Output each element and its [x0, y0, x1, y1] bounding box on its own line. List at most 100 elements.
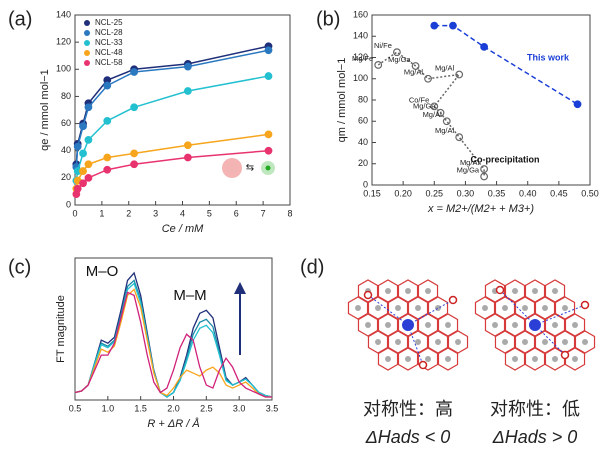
x-tick-label: 0.45	[550, 188, 568, 198]
trend-arrowhead	[234, 282, 246, 294]
figure: (a) (b) (c) (d) 对称性：高 ΔHads < 0 对称性：低 ΔH…	[0, 0, 602, 452]
data-point	[104, 118, 111, 125]
y-tick-label: 60	[358, 116, 368, 126]
x-tick-label: 8	[287, 208, 292, 218]
legend-marker	[84, 60, 90, 66]
x-tick-label: 5	[207, 208, 212, 218]
lattice-atom	[425, 288, 431, 294]
annotation: M–M	[173, 287, 206, 304]
data-point	[85, 104, 92, 111]
legend-marker	[84, 50, 90, 56]
y-tick-label: 100	[353, 73, 368, 83]
annotation: This work	[527, 52, 570, 62]
legend-label: NCL-33	[95, 38, 123, 47]
lattice-atom	[552, 356, 558, 362]
lattice-atom	[502, 305, 508, 311]
lattice-atom	[395, 305, 401, 311]
y-tick-label: 80	[61, 91, 71, 101]
oxygen	[420, 362, 427, 369]
lattice-atom	[365, 322, 371, 328]
data-point	[131, 161, 138, 168]
y-tick-label: 120	[56, 37, 71, 47]
data-point	[265, 73, 272, 80]
data-point	[431, 22, 438, 29]
lattice-atom	[582, 339, 588, 345]
oxygen	[365, 292, 372, 299]
data-point	[131, 69, 138, 76]
lattice-atom	[552, 288, 558, 294]
lattice-atom	[482, 305, 488, 311]
data-point	[185, 154, 192, 161]
data-point	[481, 44, 488, 51]
lattice-atom	[512, 322, 518, 328]
lattice-atom	[512, 288, 518, 294]
x-tick-label: 0.30	[457, 188, 475, 198]
point-label: Mg/Al	[423, 110, 443, 119]
enthalpy-label: ΔHads < 0	[365, 427, 451, 447]
inset-icon	[266, 166, 271, 171]
data-point	[185, 63, 192, 70]
lattice-atom	[542, 339, 548, 345]
lattice-atom	[552, 322, 558, 328]
point-label: Ni/Fe	[374, 41, 392, 50]
x-axis-label: R + ΔR / Å	[147, 417, 199, 430]
point-label: Mg/Fe	[352, 54, 373, 63]
y-tick-label: 160	[353, 9, 368, 19]
interaction	[408, 300, 453, 325]
lattice-atom	[385, 288, 391, 294]
x-axis-label: x = M2+/(M2+ + M3+)	[427, 203, 534, 215]
data-point	[131, 150, 138, 157]
x-tick-label: 0.50	[581, 188, 599, 198]
x-tick-label: 3.0	[233, 403, 246, 413]
x-tick-label: 1.5	[134, 403, 147, 413]
lattice-atom	[375, 339, 381, 345]
lattice-atom	[415, 305, 421, 311]
data-point	[85, 161, 92, 168]
inset-arrows: ⇆	[246, 163, 254, 174]
data-point	[265, 147, 272, 154]
data-point	[450, 22, 457, 29]
panel-label: (b)	[316, 8, 340, 30]
oxygen	[450, 297, 457, 304]
oxygen	[562, 352, 569, 359]
y-axis-label: qm / mmol mol−1	[336, 58, 348, 143]
x-tick-label: 3.5	[266, 403, 279, 413]
x-tick-label: 1	[99, 208, 104, 218]
series-line	[434, 26, 577, 105]
lattice-atom	[562, 339, 568, 345]
legend-label: NCL-28	[95, 28, 123, 37]
oxygen	[582, 302, 589, 309]
lattice-atom	[532, 288, 538, 294]
data-point	[456, 134, 463, 141]
point-label: Mg/Al	[404, 68, 424, 77]
x-tick-label: 0.40	[519, 188, 537, 198]
lattice-atom	[445, 356, 451, 362]
x-tick-label: 1.0	[102, 403, 115, 413]
point-label: Mg/Ga	[388, 55, 411, 64]
data-point	[481, 166, 488, 173]
y-tick-label: 80	[358, 94, 368, 104]
series-line	[76, 50, 268, 167]
data-point	[104, 166, 111, 173]
annotation: Co-precipitation	[471, 154, 540, 164]
data-point	[185, 88, 192, 95]
y-tick-label: 100	[56, 64, 71, 74]
annotation: M–O	[86, 263, 119, 280]
legend-marker	[84, 20, 90, 26]
y-axis-label: FT magnitude	[55, 295, 67, 363]
x-tick-label: 0.25	[426, 188, 444, 198]
x-tick-label: 0.20	[394, 188, 412, 198]
y-tick-label: 60	[61, 118, 71, 128]
lattice-atom	[385, 356, 391, 362]
y-tick-label: 0	[363, 179, 368, 189]
x-tick-label: 4	[180, 208, 185, 218]
lattice-atom	[425, 322, 431, 328]
series-line	[76, 134, 268, 188]
legend-marker	[84, 30, 90, 36]
legend-label: NCL-58	[95, 58, 123, 67]
x-tick-label: 2	[126, 208, 131, 218]
y-tick-label: 0	[66, 199, 71, 209]
data-point	[74, 185, 81, 192]
data-point	[104, 154, 111, 161]
lattice-atom	[562, 305, 568, 311]
